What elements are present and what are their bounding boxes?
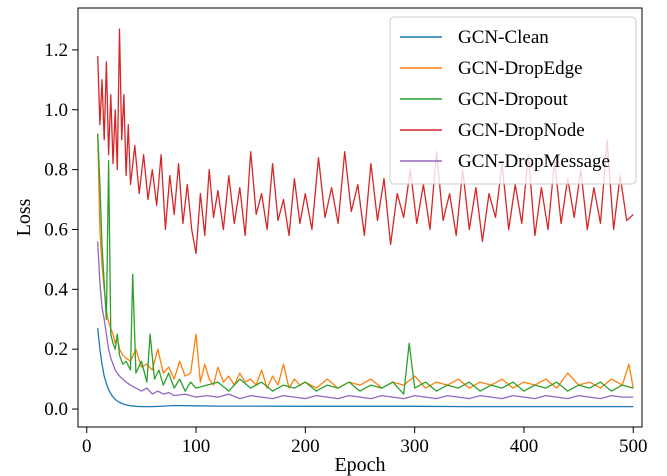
x-tick-label: 500 — [619, 436, 648, 457]
y-tick-label: 0.6 — [44, 219, 68, 240]
y-axis-ticks: 0.0 0.2 0.4 0.6 0.8 1.0 1.2 — [44, 40, 78, 420]
series-layer — [97, 28, 634, 408]
y-tick-label: 1.2 — [44, 40, 68, 61]
x-tick-label: 300 — [400, 436, 429, 457]
plot-frame — [77, 7, 643, 428]
x-tick-label: 100 — [182, 436, 211, 457]
x-tick-label: 400 — [510, 436, 539, 457]
series-line-gcn-dropmessage — [97, 241, 634, 400]
legend-label: GCN-DropMessage — [458, 151, 610, 172]
x-tick-label: 200 — [291, 436, 320, 457]
y-axis-label: Loss — [13, 198, 35, 236]
legend-label: GCN-DropEdge — [458, 58, 583, 79]
legend-label: GCN-Dropout — [458, 89, 568, 110]
legend-label: GCN-DropNode — [458, 120, 585, 141]
x-tick-label: 0 — [82, 436, 92, 457]
y-tick-label: 0.4 — [44, 279, 68, 300]
series-line-gcn-clean — [97, 328, 634, 408]
legend: GCN-Clean GCN-DropEdge GCN-Dropout GCN-Drop… — [389, 16, 637, 185]
x-axis-label: Epoch — [334, 454, 385, 476]
series-line-gcn-dropedge — [97, 133, 634, 389]
series-line-gcn-dropnode — [97, 28, 634, 255]
y-tick-label: 1.0 — [44, 100, 68, 121]
legend-label: GCN-Clean — [458, 27, 549, 48]
legend-box — [389, 16, 637, 185]
series-line-gcn-dropout — [97, 133, 634, 395]
y-tick-label: 0.2 — [44, 339, 68, 360]
y-tick-label: 0.0 — [44, 399, 68, 420]
y-tick-label: 0.8 — [44, 160, 68, 181]
x-axis-ticks: 0 100 200 300 400 500 — [82, 427, 648, 457]
